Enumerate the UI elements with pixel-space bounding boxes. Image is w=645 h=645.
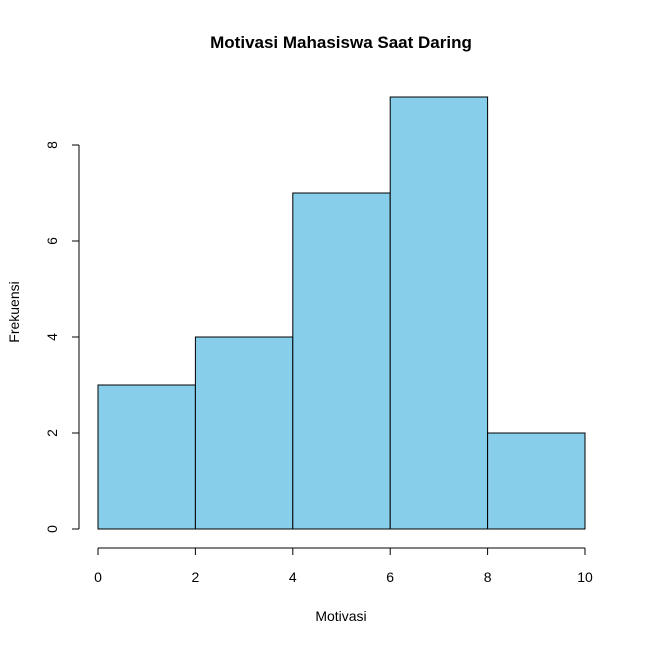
x-tick-label-6: 6 [386, 569, 394, 585]
histogram-bar-4-6 [292, 192, 391, 530]
y-tick-label-4: 4 [44, 333, 60, 341]
histogram-bar-6-8 [389, 96, 489, 530]
x-tick-label-8: 8 [484, 569, 492, 585]
histogram-bar-2-4 [194, 336, 294, 530]
bars-group [97, 96, 586, 530]
x-axis: 0 2 4 6 8 10 [94, 547, 593, 585]
y-axis: 0 2 4 6 8 [44, 141, 80, 533]
x-tick-label-0: 0 [94, 569, 102, 585]
x-tick-label-10: 10 [577, 569, 593, 585]
y-tick-label-6: 6 [44, 237, 60, 245]
x-tick-label-4: 4 [289, 569, 297, 585]
x-tick-label-2: 2 [192, 569, 200, 585]
chart-title: Motivasi Mahasiswa Saat Daring [210, 33, 472, 52]
histogram-bar-8-10 [487, 432, 586, 530]
histogram-bar-0-2 [97, 384, 196, 530]
y-tick-label-2: 2 [44, 429, 60, 437]
y-axis-label: Frekuensi [6, 281, 22, 342]
x-axis-label: Motivasi [315, 608, 366, 624]
y-tick-label-0: 0 [44, 525, 60, 533]
y-tick-label-8: 8 [44, 141, 60, 149]
